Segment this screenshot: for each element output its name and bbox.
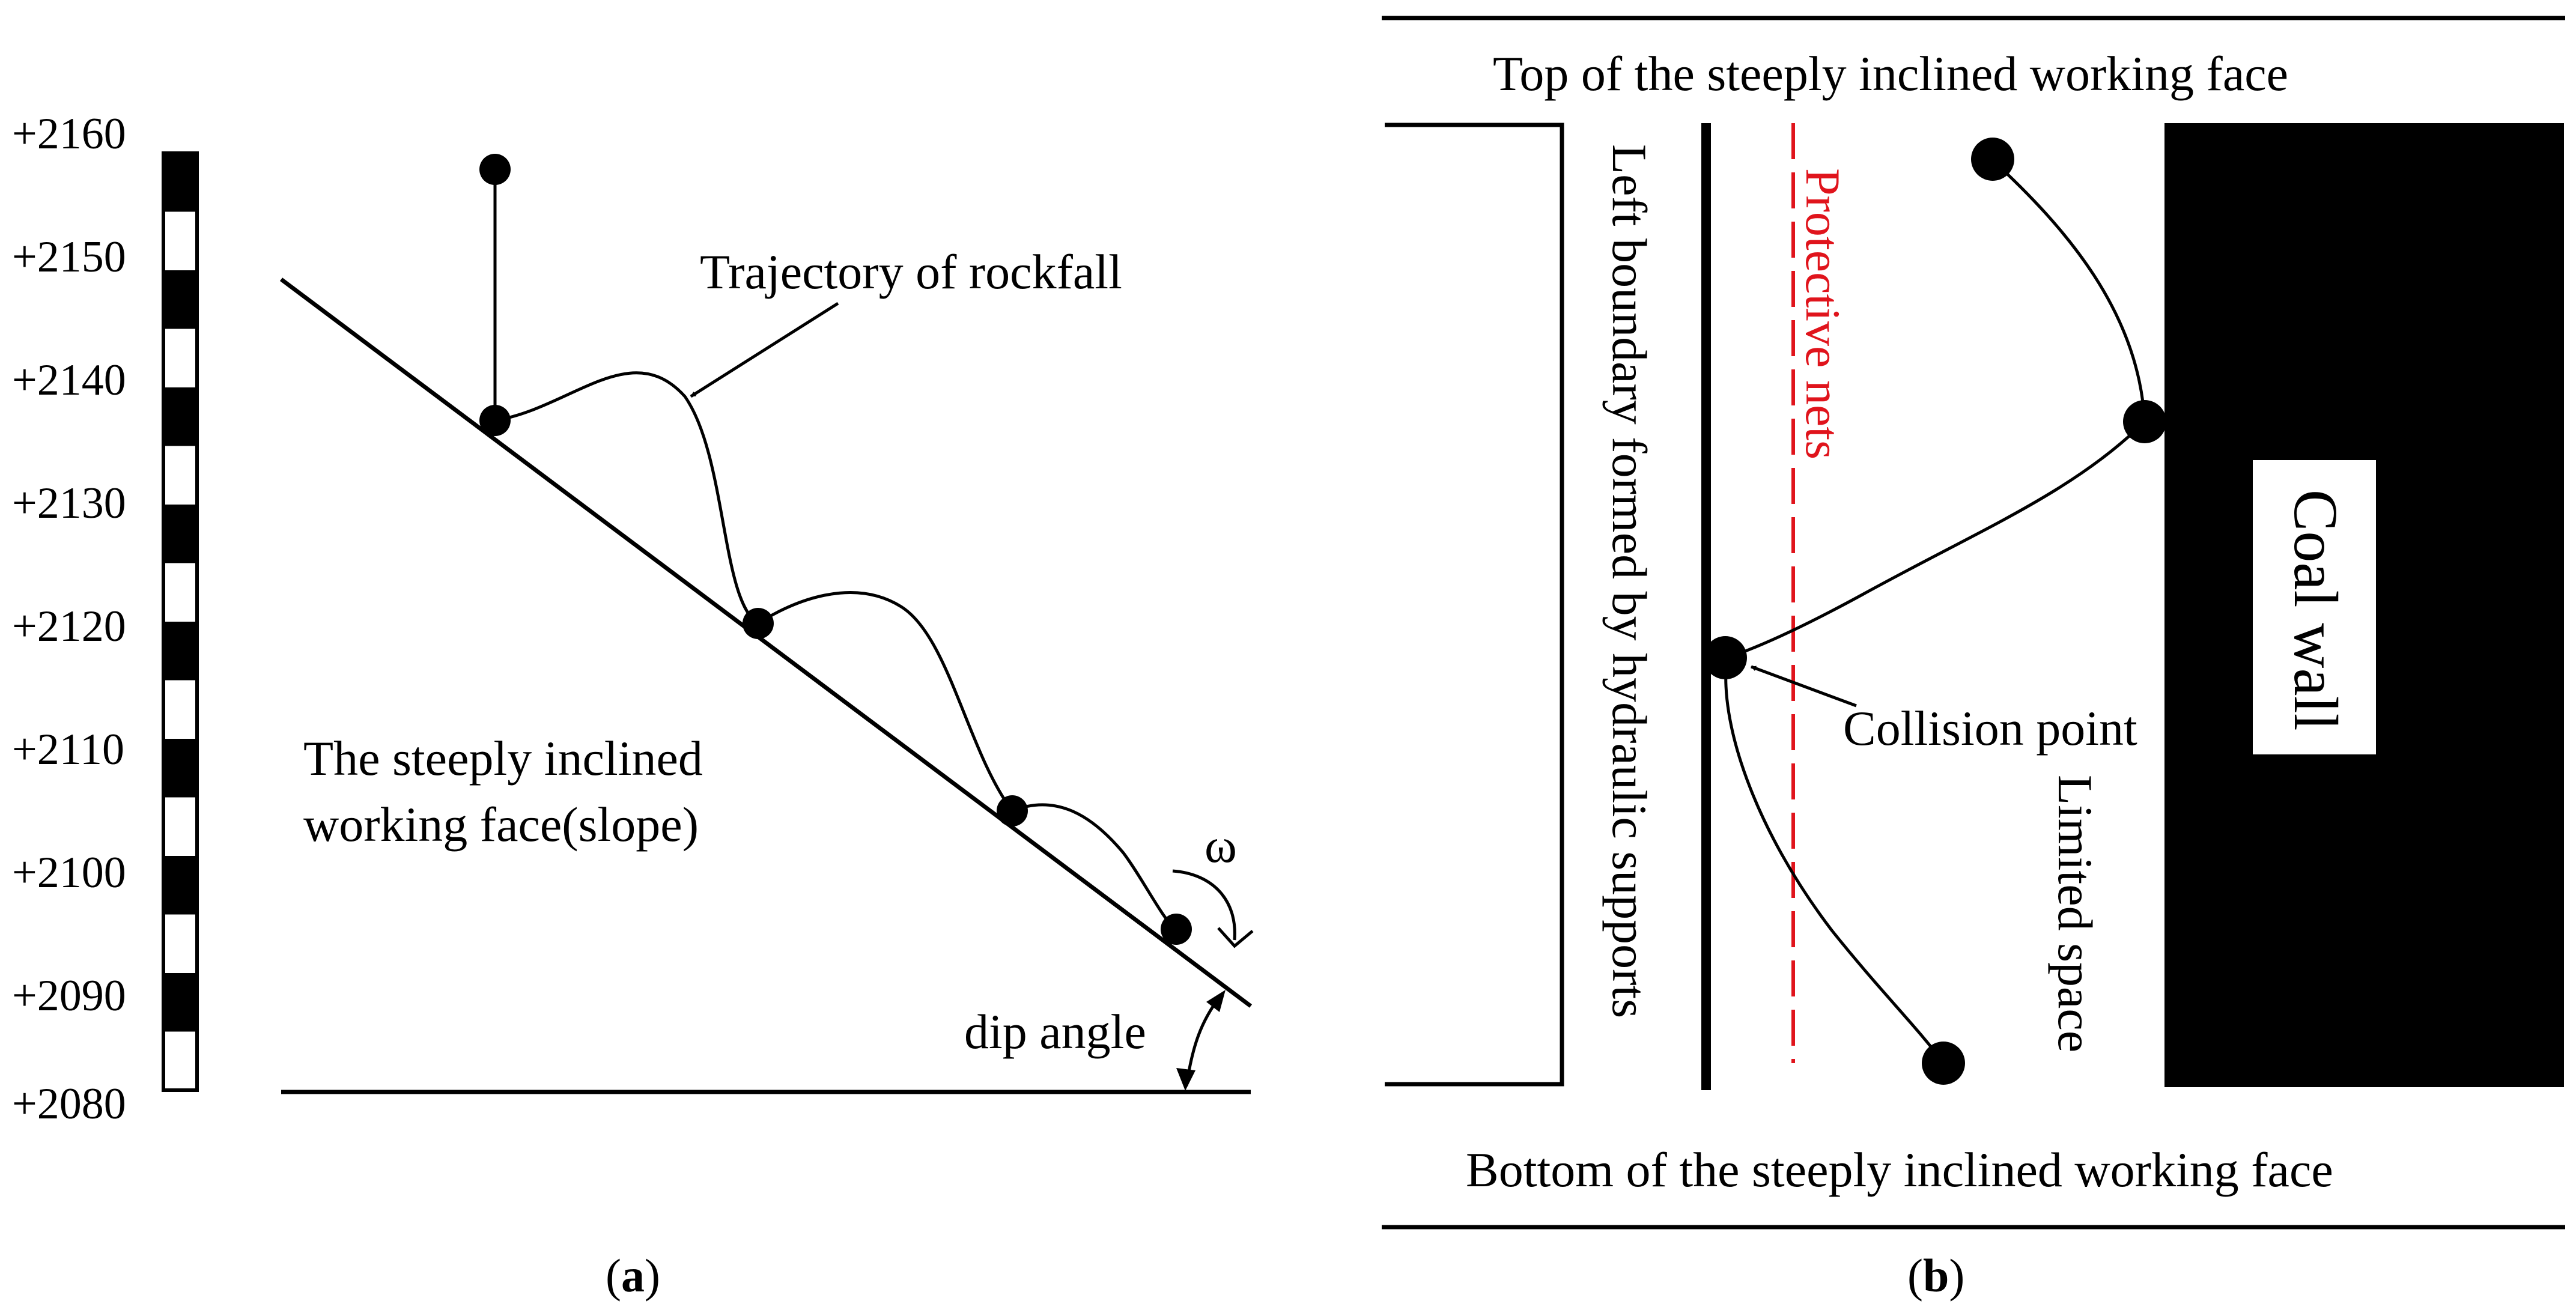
scale-bar-segment	[163, 856, 197, 915]
rockfall-trajectory	[494, 371, 1176, 930]
bottom-of-face-label: Bottom of the steeply inclined working f…	[1466, 1142, 2333, 1197]
rock-impact-4	[1161, 914, 1192, 945]
left-boundary-label: Left boundary formed by hydraulic suppor…	[1602, 144, 1657, 1018]
scale-bar-segment	[163, 270, 197, 329]
scale-bar-segment	[163, 739, 197, 798]
scale-bar-segment	[163, 622, 197, 681]
scale-label-2090: +2090	[12, 971, 126, 1020]
protective-nets-label: Protective nets	[1796, 168, 1850, 459]
collision-point	[1704, 636, 1747, 679]
scale-label-2160: +2160	[12, 109, 126, 159]
scale-bar-segment	[163, 973, 197, 1032]
slope-label-line2: working face(slope)	[303, 797, 699, 852]
dip-angle-arrowhead-bottom	[1176, 1068, 1195, 1091]
rock-wall-contact	[2123, 400, 2166, 443]
scale-label-2100: +2100	[12, 848, 126, 897]
trajectory-arrow	[690, 302, 839, 398]
rock-impact-1	[479, 405, 511, 436]
scale-bar-segment	[163, 153, 197, 212]
panel-b-caption: (b)	[1907, 1249, 1964, 1302]
rock-end-b	[1922, 1042, 1965, 1085]
dip-angle-label: dip angle	[964, 1004, 1146, 1059]
trajectory-label: Trajectory of rockfall	[700, 244, 1122, 299]
coal-wall-label-box	[2253, 460, 2376, 754]
coal-wall-label: Coal wall	[2281, 490, 2350, 730]
scale-label-2150: +2150	[12, 232, 126, 282]
limited-space-label: Limited space	[2048, 775, 2103, 1052]
rockfall-trajectory-b	[1724, 158, 2146, 1064]
slope-line	[279, 277, 1253, 1008]
dip-angle-arrowhead-top	[1206, 990, 1226, 1012]
rotation-arrow-head	[1217, 927, 1254, 948]
rock-impact-3	[997, 795, 1028, 826]
scale-label-2120: +2120	[12, 602, 126, 651]
elevation-scale-bar	[162, 151, 199, 1092]
panel-a: +2160 +2150 +2140 +2130 +2120 +2110 +210…	[12, 109, 1254, 1302]
hydraulic-supports-bracket	[1385, 123, 1564, 1087]
rock-start	[479, 154, 511, 185]
scale-label-2080: +2080	[12, 1079, 126, 1129]
rock-impact-2	[743, 608, 774, 639]
scale-bar-segment	[163, 505, 197, 563]
rock-start-b	[1971, 138, 2014, 181]
scale-bar-segment	[163, 387, 197, 446]
panel-a-caption: (a)	[606, 1249, 660, 1302]
scale-label-2130: +2130	[12, 479, 126, 528]
scale-label-2110: +2110	[12, 725, 124, 774]
scale-bar-segments	[163, 153, 197, 1032]
omega-label: ω	[1204, 818, 1237, 873]
elevation-scale-labels: +2160 +2150 +2140 +2130 +2120 +2110 +210…	[12, 109, 126, 1129]
top-of-face-label: Top of the steeply inclined working face	[1493, 46, 2288, 101]
rotation-arrow	[1172, 869, 1236, 941]
collision-point-label: Collision point	[1843, 701, 2137, 756]
panel-b: Top of the steeply inclined working face…	[1382, 16, 2565, 1302]
slope-label-line1: The steeply inclined	[303, 731, 703, 786]
collision-arrow	[1751, 665, 1857, 708]
scale-label-2140: +2140	[12, 356, 126, 405]
